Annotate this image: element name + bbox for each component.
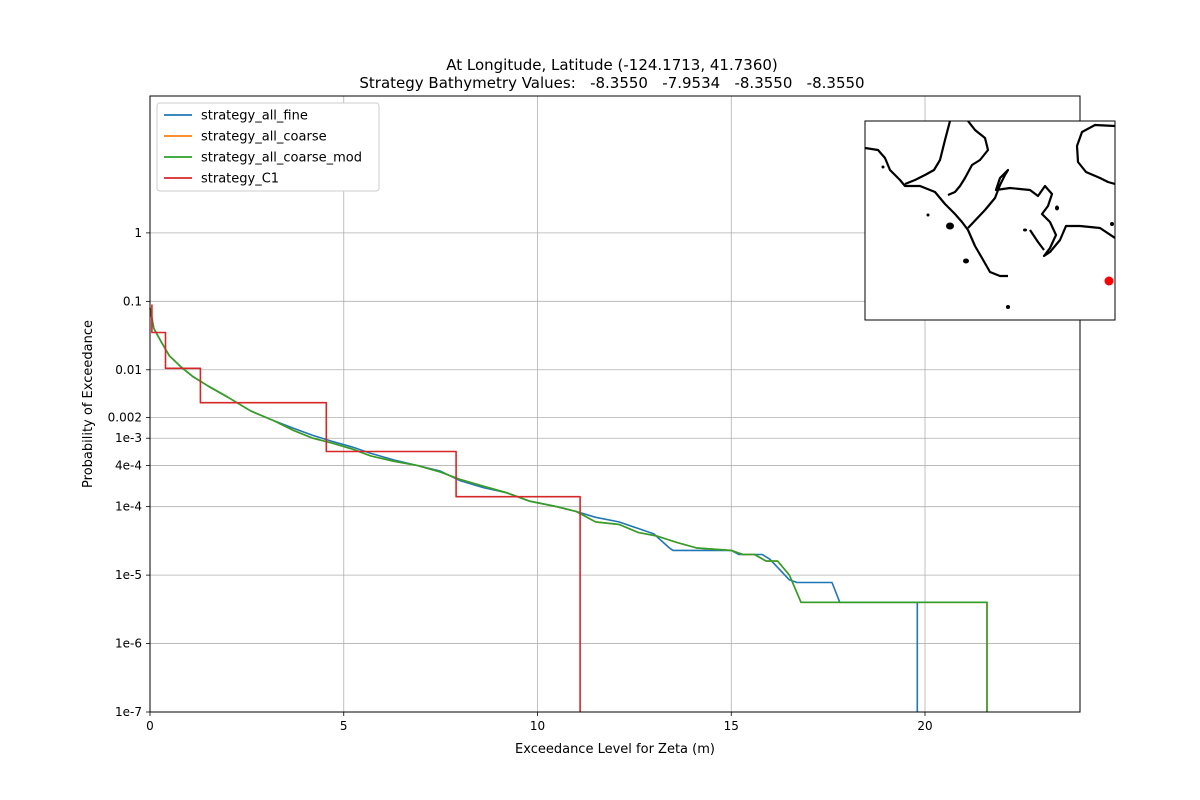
y-tick-label: 0.01 [115, 363, 142, 377]
island-1 [946, 222, 954, 230]
y-tick-label: 4e-4 [115, 458, 142, 472]
coastline-island-east [1075, 123, 1115, 186]
y-tick-label: 1e-3 [115, 431, 142, 445]
x-tick-label: 15 [724, 719, 739, 733]
series-line-strategy_all_fine [149, 307, 919, 712]
x-axis-label: Exceedance Level for Zeta (m) [515, 742, 715, 757]
chart-subtitle: Strategy Bathymetry Values: -8.3550 -7.9… [359, 74, 864, 92]
x-tick-label: 20 [917, 719, 932, 733]
island-7 [881, 165, 885, 169]
series-lines [149, 304, 988, 712]
legend: strategy_all_fine strategy_all_coarsestra… [156, 102, 380, 192]
island-4 [1055, 205, 1059, 211]
grid-lines [149, 96, 1080, 713]
island-5 [1023, 228, 1027, 232]
series-line-strategy_all_coarse_mod [149, 307, 988, 712]
legend-label: strategy_all_coarse [201, 130, 327, 145]
y-tick-label: 1e-5 [115, 568, 142, 582]
legend-label: strategy_all_fine [201, 109, 308, 124]
coastline-spit [1029, 229, 1045, 251]
coastline-main [865, 146, 1008, 278]
y-tick-label: 0.002 [108, 411, 142, 425]
chart-title: At Longitude, Latitude (-124.1713, 41.73… [446, 56, 778, 74]
y-axis-label: Probability of Exceedance [81, 320, 96, 488]
inset-map [864, 120, 1116, 321]
legend-label: strategy_C1 [201, 172, 279, 187]
island-3 [1006, 305, 1010, 309]
inset-islands [881, 165, 1114, 309]
x-tick-label: 0 [146, 719, 154, 733]
y-tick-label: 1 [134, 226, 142, 240]
y-tick-label: 1e-7 [115, 705, 142, 719]
x-tick-label: 5 [340, 719, 348, 733]
coastline-paths [865, 121, 1115, 278]
series-line-strategy_C1 [151, 304, 581, 712]
location-marker [1104, 276, 1114, 286]
y-tick-label: 1e-4 [115, 500, 142, 514]
x-axis-ticks: 0 5 10 15 20 [146, 712, 933, 733]
x-tick-label: 10 [530, 719, 545, 733]
y-tick-label: 1e-6 [115, 637, 142, 651]
island-8 [1110, 222, 1114, 226]
island-6 [926, 213, 930, 217]
coastline-north-arm [947, 121, 990, 197]
island-2 [963, 258, 969, 264]
plot-area-frame [149, 95, 1081, 713]
legend-label: strategy_all_coarse_mod [201, 151, 362, 166]
coastline-inlet [904, 121, 952, 186]
inset-map-frame [864, 120, 1116, 321]
y-tick-label: 0.1 [123, 294, 142, 308]
coastline-mid [967, 168, 1115, 258]
legend-box [156, 102, 380, 192]
y-axis-ticks: 1 0.1 0.01 0.002 1e-3 4e-4 1e-4 1e-5 1e-6 1e-7 [108, 226, 150, 719]
